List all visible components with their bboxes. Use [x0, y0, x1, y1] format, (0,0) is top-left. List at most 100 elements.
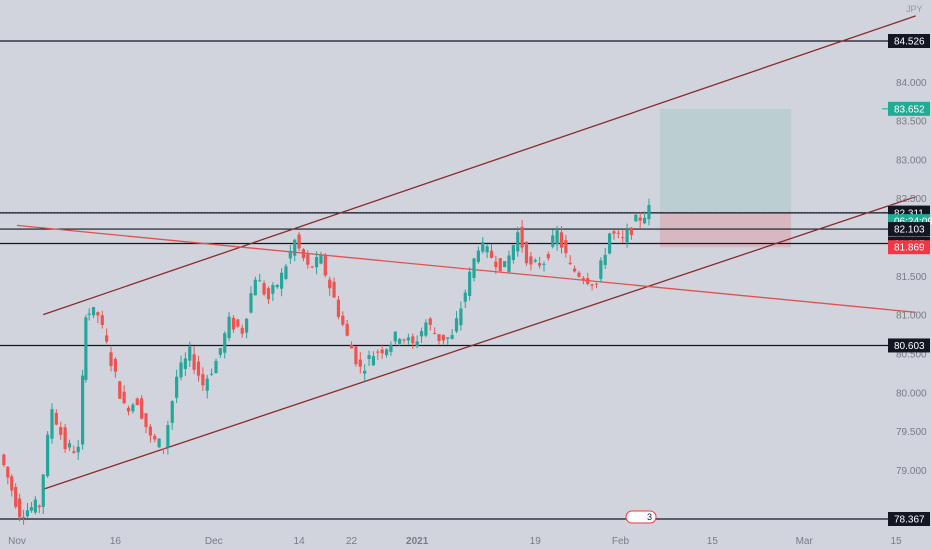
trendlines [16, 15, 916, 490]
price-label-text: 84.526 [894, 37, 925, 48]
candle-body [336, 299, 341, 317]
candle-body [376, 351, 380, 353]
x-tick-label: 22 [346, 536, 358, 547]
y-tick-label: 80.500 [896, 349, 927, 360]
candle-body [546, 254, 550, 259]
candle-body [50, 409, 54, 439]
candle-body [599, 260, 603, 279]
candle-body [380, 349, 384, 354]
candle-body [581, 278, 585, 281]
price-label-bg [888, 101, 930, 116]
candle-body [555, 230, 559, 245]
candle-body [481, 242, 485, 252]
candle-body [109, 352, 113, 367]
candle-body [100, 315, 104, 325]
annotation-badge-count: 3 [647, 512, 652, 522]
candle-body [463, 292, 467, 302]
candle-body [314, 257, 319, 268]
candle-body [245, 318, 249, 333]
candle-body [122, 391, 126, 404]
y-tick-label: 83.000 [896, 155, 927, 166]
candle-body [367, 355, 371, 359]
price-label-78.367: 78.367 [882, 512, 930, 526]
candle-body [179, 362, 183, 378]
horizontal-levels [0, 40, 890, 520]
candle-body [135, 398, 139, 406]
candle-body [411, 336, 415, 344]
candle-body [231, 317, 236, 330]
candle-body [140, 398, 144, 419]
candle-body [223, 333, 227, 353]
candle-body [262, 283, 266, 295]
candle-body [166, 425, 170, 448]
candle-body [76, 446, 80, 453]
x-tick-label: 15 [707, 536, 719, 547]
x-tick-label: Feb [612, 536, 630, 547]
candle-body [293, 239, 297, 256]
candle-body [113, 358, 117, 372]
candle-body [468, 271, 472, 296]
candle-body [188, 346, 192, 361]
candle-body [402, 339, 406, 341]
candle-body [126, 407, 131, 412]
candle-body [266, 288, 271, 300]
candle-body [551, 235, 555, 247]
candle-body [594, 283, 599, 285]
candle-body [10, 476, 14, 491]
candle-body [516, 232, 520, 252]
candle-body [105, 335, 109, 342]
candle-body [192, 354, 196, 370]
x-tick-label: 19 [530, 536, 542, 547]
candle-body [46, 434, 50, 477]
candle-body [607, 233, 612, 254]
candle-body [297, 234, 301, 249]
candle-body [507, 255, 511, 272]
price-label-text: 81.869 [894, 243, 925, 254]
candle-body [419, 331, 424, 337]
candle-body [489, 250, 494, 258]
y-tick-label: 81.500 [896, 272, 927, 283]
y-tick-label: 84.000 [896, 78, 927, 89]
candle-body [446, 337, 450, 339]
candle-body [37, 505, 41, 508]
candle-body [214, 360, 218, 374]
candle-body [148, 426, 152, 436]
x-tick-label: 16 [110, 536, 122, 547]
annotation-badge[interactable]: 3 [625, 510, 657, 524]
candle-body [538, 263, 542, 266]
candle-body [67, 443, 72, 448]
trendline-channel-bottom [43, 196, 916, 490]
candle-body [590, 284, 594, 286]
price-label-81.869: 81.869 [888, 240, 930, 255]
position-stop-zone [659, 212, 792, 248]
candle-body [131, 404, 135, 412]
long-position-tool[interactable] [659, 108, 792, 248]
price-label-82.103: 82.103 [882, 222, 930, 237]
candle-body [54, 412, 58, 425]
candle-body [29, 507, 34, 511]
candle-body [253, 279, 257, 296]
price-label-text: 78.367 [894, 515, 925, 526]
candle-body [398, 339, 402, 344]
price-label-text: 80.603 [894, 341, 925, 352]
y-tick-label: 82.500 [896, 194, 927, 205]
candle-body [18, 498, 22, 518]
candle-body [72, 451, 76, 453]
candle-body [341, 315, 345, 325]
candle-body [284, 266, 288, 279]
candle-body [472, 258, 476, 279]
candle-body [279, 272, 284, 289]
candle-body [227, 316, 231, 339]
candle-body [249, 293, 253, 313]
y-tick-label: 79.000 [896, 466, 927, 477]
candle-body [96, 312, 100, 316]
candle-body [625, 229, 629, 243]
candle-body [363, 370, 367, 374]
price-label-80.603: 80.603 [882, 338, 930, 353]
candle-body [638, 217, 642, 221]
candle-body [183, 358, 187, 370]
price-label-text: 82.311 [894, 208, 924, 219]
candle-body [210, 373, 214, 375]
